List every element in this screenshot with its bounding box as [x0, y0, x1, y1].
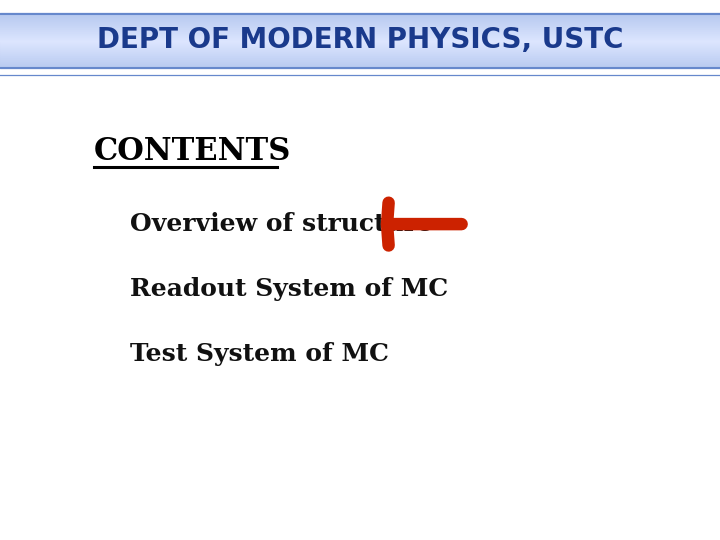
Bar — [0, 43, 720, 44]
Bar — [0, 16, 720, 17]
Text: Readout System of MC: Readout System of MC — [130, 277, 448, 301]
Text: CONTENTS: CONTENTS — [94, 136, 291, 167]
Bar — [0, 62, 720, 63]
Bar — [0, 66, 720, 67]
Bar — [0, 50, 720, 51]
Bar — [0, 38, 720, 39]
Bar — [0, 49, 720, 50]
Bar — [0, 25, 720, 26]
Bar — [0, 31, 720, 32]
Bar — [0, 23, 720, 24]
Bar — [0, 35, 720, 36]
Bar — [0, 54, 720, 55]
Bar — [0, 29, 720, 30]
Bar — [0, 20, 720, 21]
Bar — [0, 58, 720, 59]
Bar — [0, 27, 720, 28]
Bar — [0, 21, 720, 22]
Bar — [0, 32, 720, 33]
Bar — [0, 56, 720, 57]
Bar — [0, 15, 720, 16]
Bar — [0, 52, 720, 53]
Bar — [0, 24, 720, 25]
Bar — [0, 42, 720, 43]
Bar — [0, 47, 720, 48]
Bar — [0, 41, 720, 42]
Bar — [0, 48, 720, 49]
Bar — [0, 33, 720, 35]
Bar — [0, 64, 720, 65]
Bar — [0, 55, 720, 56]
Bar — [0, 60, 720, 62]
Bar — [0, 44, 720, 45]
Bar — [0, 52, 720, 53]
Bar — [0, 18, 720, 19]
Text: Overview of structure: Overview of structure — [130, 212, 432, 236]
Bar — [0, 59, 720, 60]
Bar — [0, 30, 720, 31]
Bar — [0, 63, 720, 64]
Text: DEPT OF MODERN PHYSICS, USTC: DEPT OF MODERN PHYSICS, USTC — [96, 26, 624, 55]
Bar — [0, 65, 720, 66]
Bar — [0, 36, 720, 37]
Bar — [0, 22, 720, 23]
Bar — [0, 14, 720, 15]
Bar — [0, 40, 720, 41]
Bar — [0, 57, 720, 58]
Bar — [0, 37, 720, 38]
Bar — [0, 53, 720, 54]
Bar — [0, 63, 720, 64]
Bar — [0, 39, 720, 40]
Bar — [0, 19, 720, 20]
Bar — [0, 45, 720, 46]
Bar — [0, 46, 720, 47]
Bar — [0, 51, 720, 52]
Bar — [0, 67, 720, 68]
Bar — [0, 28, 720, 29]
Text: Test System of MC: Test System of MC — [130, 342, 389, 366]
Bar — [0, 26, 720, 27]
Bar — [0, 55, 720, 56]
